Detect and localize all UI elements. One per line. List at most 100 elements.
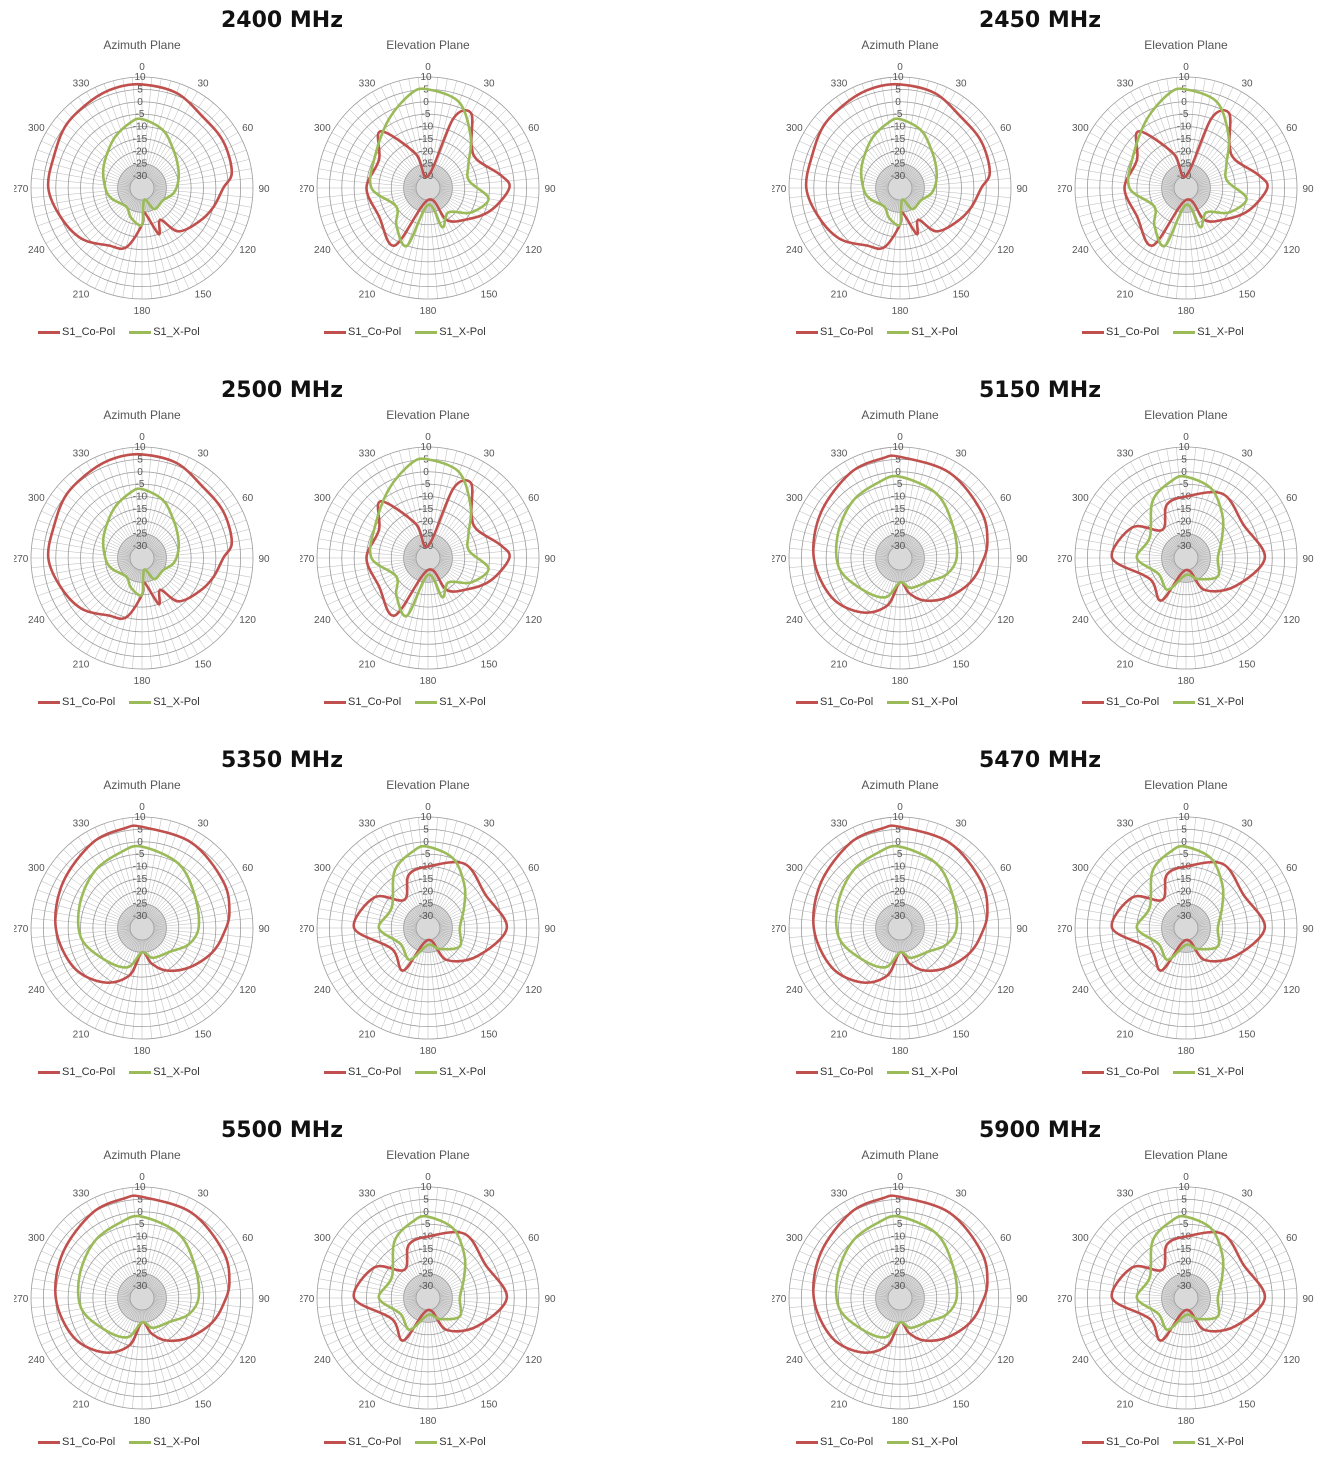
x-pol-series-point bbox=[427, 458, 429, 460]
x-pol-series-point bbox=[862, 187, 864, 189]
angle-tick-label: 90 bbox=[1302, 1294, 1314, 1305]
angle-tick-label: 60 bbox=[1286, 123, 1298, 134]
x-pol-swatch bbox=[1173, 1440, 1196, 1444]
x-pol-series-point bbox=[104, 187, 106, 189]
co-pol-series-point bbox=[881, 457, 884, 460]
legend-item: S1_Co-Pol bbox=[796, 1066, 873, 1078]
x-pol-swatch bbox=[415, 700, 438, 704]
azimuth-plane-title: Azimuth Plane bbox=[103, 38, 181, 52]
legend-item: S1_Co-Pol bbox=[1082, 326, 1159, 338]
co-pol-series-point bbox=[476, 159, 478, 161]
polar-ring bbox=[403, 1273, 453, 1323]
azimuth-plane-title: Azimuth Plane bbox=[861, 408, 939, 422]
polar-ring bbox=[92, 138, 192, 238]
co-pol-series-point bbox=[813, 557, 815, 559]
polar-ring bbox=[1148, 890, 1224, 966]
angle-tick-label: 0 bbox=[139, 62, 145, 73]
x-pol-series-point bbox=[387, 489, 390, 491]
elevation-polar-chart: 1050-5-10-15-20-25-300306090120150180210… bbox=[1058, 1172, 1314, 1426]
co-pol-series-point bbox=[141, 1196, 143, 1198]
x-pol-series-point bbox=[178, 1233, 180, 1235]
x-pol-series-point bbox=[1210, 487, 1212, 490]
legend-item: S1_Co-Pol bbox=[796, 696, 873, 708]
co-pol-series-point bbox=[1234, 159, 1236, 161]
x-pol-series-point bbox=[851, 1240, 854, 1243]
co-pol-series-point bbox=[968, 952, 971, 954]
angle-tick-label: 210 bbox=[73, 660, 90, 671]
angle-tick-label: 240 bbox=[28, 985, 45, 996]
angle-tick-label: 60 bbox=[1286, 493, 1298, 504]
radial-tick-label: -25 bbox=[419, 899, 434, 910]
co-pol-series-point bbox=[1160, 969, 1163, 972]
angle-tick-label: 270 bbox=[300, 924, 315, 935]
co-pol-series-point bbox=[222, 934, 224, 936]
angle-tick-label: 300 bbox=[786, 123, 803, 134]
co-pol-series-point bbox=[114, 457, 116, 459]
co-pol-series-point bbox=[980, 187, 982, 189]
polar-ring bbox=[67, 853, 217, 1003]
x-pol-series-point bbox=[427, 1216, 429, 1218]
co-pol-series-point bbox=[150, 1332, 153, 1335]
x-pol-series-point bbox=[883, 206, 885, 208]
x-pol-series-point bbox=[878, 851, 881, 853]
radial-tick-label: -20 bbox=[891, 886, 906, 897]
radial-tick-label: -20 bbox=[1177, 886, 1192, 897]
co-pol-swatch bbox=[38, 330, 60, 334]
co-pol-series-point bbox=[1264, 1297, 1266, 1299]
legend-label: S1_X-Pol bbox=[439, 696, 486, 708]
angle-tick-label: 300 bbox=[786, 863, 803, 874]
azimuth-polar-chart: 1050-5-10-15-20-25-300306090120150180210… bbox=[772, 802, 1028, 1056]
co-pol-series-point bbox=[222, 880, 224, 882]
chart-legend: S1_Co-Pol S1_X-Pol bbox=[1082, 1066, 1258, 1078]
polar-ring bbox=[92, 878, 192, 978]
x-pol-series-point bbox=[1136, 557, 1138, 559]
legend-label: S1_X-Pol bbox=[153, 696, 200, 708]
co-pol-series-point bbox=[73, 966, 75, 969]
x-pol-swatch bbox=[129, 700, 152, 704]
x-pol-series bbox=[101, 117, 181, 227]
co-pol-series-point bbox=[114, 87, 116, 89]
radial-tick-label: 0 bbox=[423, 97, 429, 108]
co-pol-series-point bbox=[881, 1197, 884, 1200]
x-pol-series-point bbox=[391, 1276, 393, 1278]
x-pol-series-point bbox=[935, 181, 937, 183]
polar-ring bbox=[353, 113, 503, 263]
polar-ring bbox=[67, 483, 217, 633]
angle-tick-label: 120 bbox=[239, 985, 256, 996]
co-pol-series bbox=[54, 1194, 231, 1355]
polar-ring bbox=[30, 1186, 254, 1410]
radial-tick-label: -20 bbox=[1177, 1256, 1192, 1267]
x-pol-series-point bbox=[901, 199, 903, 201]
co-pol-series-point bbox=[886, 604, 888, 607]
angle-tick-label: 300 bbox=[28, 863, 45, 874]
co-pol-series-point bbox=[47, 557, 49, 559]
x-pol-series-point bbox=[1221, 514, 1223, 516]
x-pol-series-point bbox=[441, 226, 443, 228]
co-pol-series-point bbox=[175, 92, 178, 94]
x-pol-series-point bbox=[1157, 943, 1160, 945]
angle-tick-label: 300 bbox=[28, 493, 45, 504]
legend-item: S1_X-Pol bbox=[887, 326, 958, 338]
co-pol-series-point bbox=[53, 155, 55, 157]
radial-tick-label: -25 bbox=[133, 1269, 148, 1280]
radial-tick-label: -25 bbox=[891, 529, 906, 540]
x-pol-series-point bbox=[120, 1221, 123, 1223]
polar-ring bbox=[1148, 1260, 1224, 1336]
angle-tick-label: 60 bbox=[1000, 493, 1012, 504]
legend-item: S1_X-Pol bbox=[1173, 326, 1244, 338]
x-pol-series-point bbox=[152, 957, 154, 959]
co-pol-series-point bbox=[378, 529, 380, 531]
x-pol-series-point bbox=[836, 1274, 839, 1276]
x-pol-series-point bbox=[927, 1321, 929, 1323]
angle-tick-label: 30 bbox=[197, 1188, 209, 1199]
x-pol-series-point bbox=[1185, 476, 1187, 478]
x-pol-series-point bbox=[955, 557, 958, 559]
angle-tick-label: 210 bbox=[831, 290, 848, 301]
angle-tick-label: 210 bbox=[73, 1400, 90, 1411]
radial-tick-label: -5 bbox=[136, 479, 145, 490]
x-pol-series-point bbox=[427, 846, 429, 848]
x-pol-series-point bbox=[141, 224, 143, 226]
co-pol-series bbox=[54, 824, 231, 985]
co-pol-series-point bbox=[508, 187, 510, 189]
co-pol-series-point bbox=[177, 230, 179, 232]
